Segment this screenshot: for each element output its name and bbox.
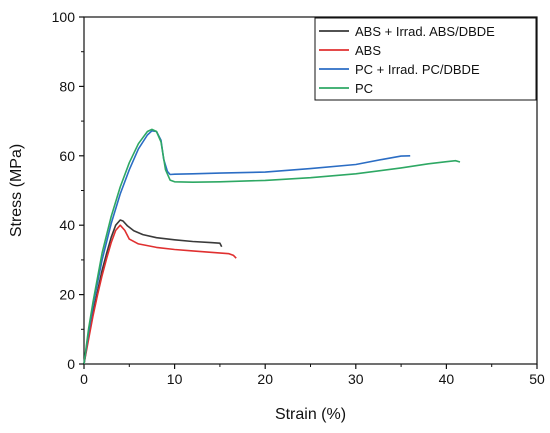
y-tick-label: 0 [67,356,75,372]
legend-box [314,17,537,101]
legend-label: ABS [355,43,381,58]
y-tick-label: 20 [59,287,75,303]
legend-label: PC [355,81,373,96]
y-tick-label: 80 [59,78,75,94]
series-line-3 [83,130,411,365]
y-axis-ticks: 0 20 40 60 80 100 [52,9,84,372]
x-tick-label: 0 [80,371,88,387]
x-tick-label: 40 [439,371,455,387]
y-tick-label: 60 [59,148,75,164]
legend-label: PC + Irrad. PC/DBDE [355,62,480,77]
y-tick-label: 100 [52,9,76,25]
y-tick-label: 40 [59,217,75,233]
legend: ABS + Irrad. ABS/DBDE ABS PC + Irrad. PC/D… [314,17,537,101]
x-tick-label: 50 [529,371,545,387]
y-axis-title: Stress (MPa) [8,144,25,237]
x-axis-ticks: 0 10 20 30 40 50 [80,364,545,387]
x-tick-label: 10 [167,371,183,387]
x-axis-title: Strain (%) [275,406,346,423]
x-tick-label: 30 [348,371,364,387]
series-layer [83,128,461,365]
series-line-1 [83,219,223,365]
series-line-4 [83,128,461,365]
x-tick-label: 20 [257,371,273,387]
legend-label: ABS + Irrad. ABS/DBDE [355,24,495,39]
series-line-2 [83,224,237,365]
